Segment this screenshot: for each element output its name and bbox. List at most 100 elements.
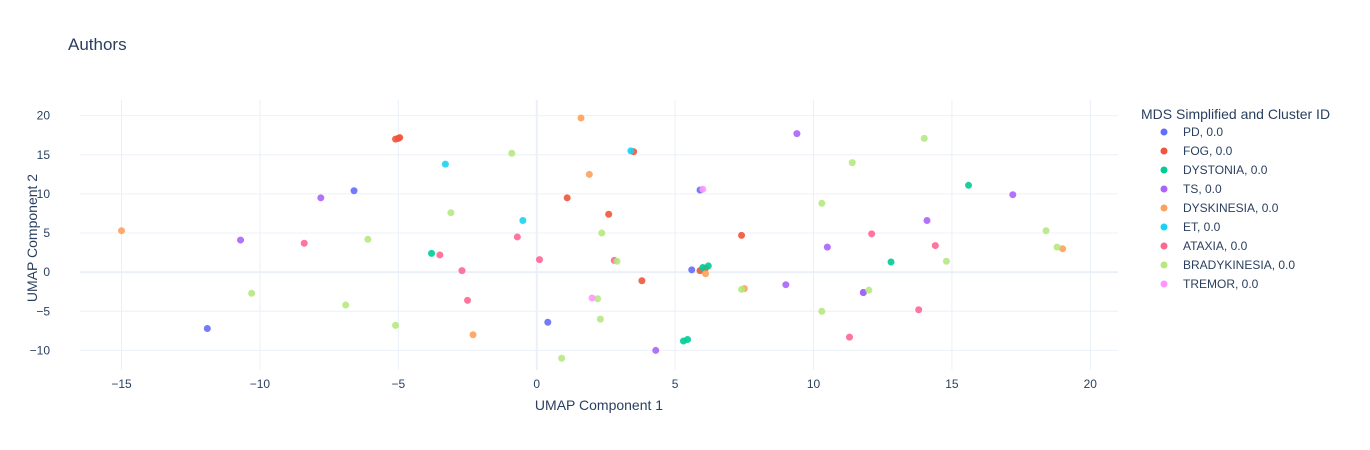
data-point[interactable] (699, 185, 707, 193)
data-point[interactable] (447, 209, 455, 217)
x-tick-label: 0 (533, 377, 540, 391)
data-point[interactable] (458, 267, 466, 275)
data-point[interactable] (596, 315, 604, 323)
data-point[interactable] (464, 296, 472, 304)
x-tick-label: 5 (672, 377, 679, 391)
legend-item[interactable]: PD, 0.0 (1160, 125, 1224, 139)
legend-label: ATAXIA, 0.0 (1183, 239, 1248, 253)
data-point[interactable] (613, 257, 621, 265)
data-point[interactable] (848, 159, 856, 167)
data-point[interactable] (237, 236, 245, 244)
data-point[interactable] (1009, 191, 1017, 199)
data-point[interactable] (598, 229, 606, 237)
data-point[interactable] (738, 285, 746, 293)
data-point[interactable] (818, 199, 826, 207)
legend-marker (1160, 242, 1168, 250)
legend-item[interactable]: DYSKINESIA, 0.0 (1160, 201, 1279, 215)
legend-item[interactable]: TREMOR, 0.0 (1160, 277, 1259, 291)
y-tick-label: 20 (37, 109, 51, 123)
legend-label: TS, 0.0 (1183, 182, 1222, 196)
data-point[interactable] (436, 251, 444, 259)
legend-label: FOG, 0.0 (1183, 144, 1233, 158)
data-point[interactable] (513, 233, 521, 241)
data-point[interactable] (1059, 245, 1067, 253)
data-point[interactable] (605, 210, 613, 218)
data-point[interactable] (594, 295, 602, 303)
y-tick-label: 5 (43, 226, 50, 240)
data-point[interactable] (823, 243, 831, 251)
data-point[interactable] (508, 149, 516, 157)
data-point[interactable] (931, 242, 939, 250)
data-point[interactable] (1053, 243, 1061, 251)
y-tick-label: 15 (37, 148, 51, 162)
data-point[interactable] (684, 335, 692, 343)
data-point[interactable] (865, 286, 873, 294)
data-point[interactable] (965, 181, 973, 189)
x-tick-label: −15 (111, 377, 132, 391)
data-point[interactable] (702, 270, 710, 278)
legend-item[interactable]: FOG, 0.0 (1160, 144, 1233, 158)
x-tick-label: −5 (391, 377, 405, 391)
data-point[interactable] (317, 194, 325, 202)
data-point[interactable] (738, 231, 746, 239)
legend-label: DYSTONIA, 0.0 (1183, 163, 1268, 177)
legend-title: MDS Simplified and Cluster ID (1141, 106, 1330, 122)
y-axis-title: UMAP Component 2 (24, 174, 40, 302)
data-point[interactable] (627, 147, 635, 155)
legend-item[interactable]: BRADYKINESIA, 0.0 (1160, 258, 1296, 272)
data-point[interactable] (563, 194, 571, 202)
data-point[interactable] (585, 170, 593, 178)
data-point[interactable] (342, 301, 350, 309)
series-2 (428, 181, 973, 345)
data-point[interactable] (588, 294, 596, 302)
data-point[interactable] (887, 258, 895, 266)
data-point[interactable] (1042, 227, 1050, 235)
data-point[interactable] (544, 318, 552, 326)
y-axis-ticks: −10 −5 0 5 10 15 20 (30, 109, 51, 358)
legend-item[interactable]: TS, 0.0 (1160, 182, 1223, 196)
legend-label: TREMOR, 0.0 (1183, 277, 1259, 291)
data-point[interactable] (535, 256, 543, 264)
data-point[interactable] (652, 346, 660, 354)
data-point[interactable] (396, 134, 404, 142)
legend-item[interactable]: ET, 0.0 (1160, 220, 1221, 234)
data-point[interactable] (300, 239, 308, 247)
y-tick-label: 0 (43, 265, 50, 279)
legend-marker (1160, 223, 1168, 231)
data-point[interactable] (558, 354, 566, 362)
data-point[interactable] (350, 187, 358, 195)
data-point[interactable] (688, 266, 696, 274)
data-point[interactable] (118, 227, 126, 235)
data-point[interactable] (818, 307, 826, 315)
data-point[interactable] (469, 331, 477, 339)
series-7 (248, 134, 1061, 362)
legend-label: PD, 0.0 (1183, 125, 1223, 139)
data-point[interactable] (248, 289, 256, 297)
legend-marker (1160, 280, 1168, 288)
data-point[interactable] (364, 235, 372, 243)
data-point[interactable] (923, 217, 931, 225)
data-point[interactable] (915, 306, 923, 314)
legend[interactable]: MDS Simplified and Cluster ID PD, 0.0 FOG… (1141, 106, 1330, 291)
data-point[interactable] (868, 230, 876, 238)
data-point[interactable] (441, 160, 449, 168)
chart-title: Authors (68, 35, 127, 54)
data-point[interactable] (203, 325, 211, 333)
data-point[interactable] (793, 130, 801, 138)
data-point[interactable] (428, 249, 436, 257)
legend-item[interactable]: ATAXIA, 0.0 (1160, 239, 1248, 253)
data-point[interactable] (638, 277, 646, 285)
data-point[interactable] (699, 263, 707, 271)
data-point[interactable] (846, 333, 854, 341)
data-point[interactable] (920, 134, 928, 142)
data-point[interactable] (942, 257, 950, 265)
legend-item[interactable]: DYSTONIA, 0.0 (1160, 163, 1268, 177)
series-5 (441, 147, 635, 225)
data-point[interactable] (577, 114, 585, 122)
data-point[interactable] (704, 262, 712, 270)
data-point[interactable] (782, 281, 790, 289)
data-point[interactable] (859, 289, 867, 297)
data-point[interactable] (392, 321, 400, 329)
data-point[interactable] (519, 217, 527, 225)
